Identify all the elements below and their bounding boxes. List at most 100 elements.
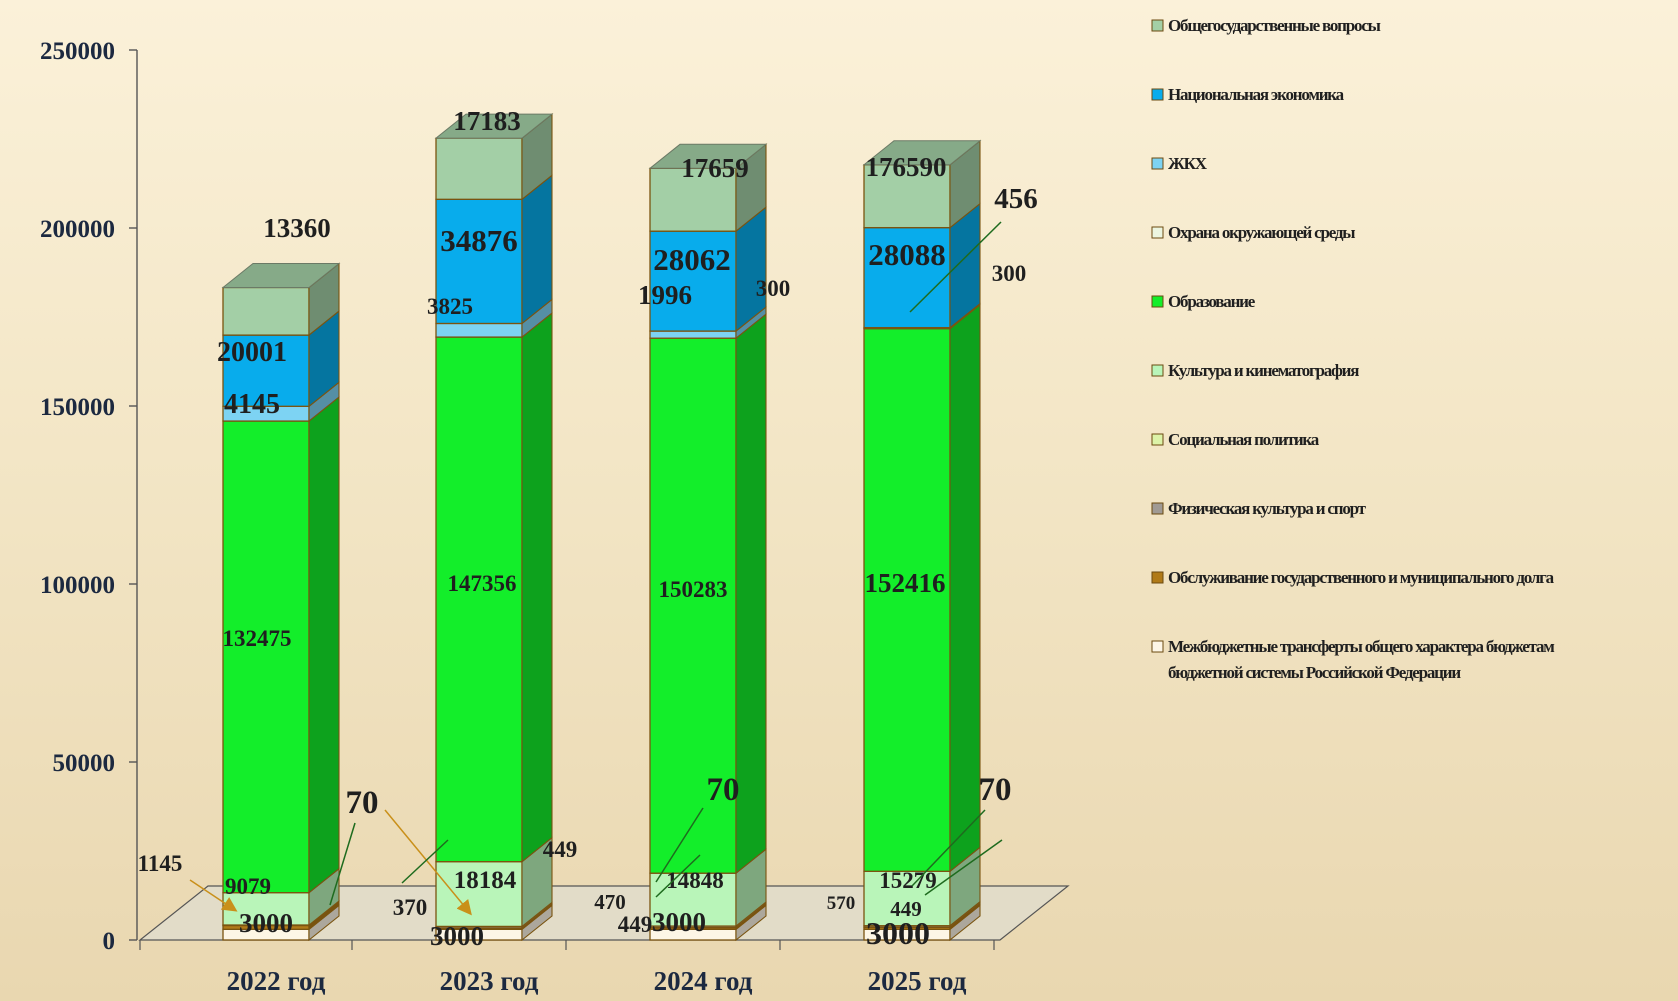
y-tick-label: 150000 [40,394,115,421]
data-label: 132475 [223,626,292,651]
legend-label: Культура и кинематография [1168,361,1359,380]
data-label: 9079 [225,874,271,899]
legend-item: Охрана окружающей среды [1151,223,1357,242]
bar-segment [435,336,523,863]
legend-swatch [1151,502,1164,515]
legend-item: Общегосударственные вопросы [1151,16,1382,35]
leader-line [655,807,704,883]
x-tick-label: 2024 год [654,966,753,996]
legend-swatch [1151,295,1164,308]
legend-swatch [1151,226,1164,239]
y-tick-label: 0 [103,928,116,955]
bar-side [308,395,340,894]
data-label: 34876 [440,223,518,258]
category-labels: 2022 год 2023 год 2024 год 2025 год [227,966,967,996]
bar-side [949,303,981,873]
legend-item: Национальная экономика [1151,85,1346,104]
y-tick-label: 200000 [40,216,115,243]
data-label: 1996 [638,280,692,310]
data-label: 17659 [681,153,749,183]
data-label: 150283 [659,577,728,602]
bar-top [648,143,768,169]
bar-top [862,140,982,166]
leader-line [911,809,986,887]
data-label: 300 [992,261,1027,286]
data-label: 70 [979,772,1012,808]
data-label: 14848 [666,868,724,893]
leader-line [189,879,238,912]
data-label: 1145 [138,851,183,876]
x-tick-label: 2025 год [868,966,967,996]
data-label: 449 [890,897,922,921]
y-tick-label: 50000 [53,750,116,777]
legend-item: Образование [1151,292,1257,311]
legend-item: Социальная политика [1151,430,1321,449]
value-axis: 0 50000 100000 150000 200000 250000 [40,38,138,955]
legend-label: Социальная политика [1168,430,1320,449]
data-label: 4145 [224,389,280,420]
legend-label: Образование [1168,292,1256,311]
bar-top [221,263,341,289]
bar-stack [862,139,982,942]
leader-line [384,809,472,916]
data-label: 456 [994,183,1038,215]
legend-label: Национальная экономика [1168,85,1345,104]
legend: Общегосударственные вопросы Национальная … [1151,16,1556,682]
data-label: 449 [618,912,653,937]
legend-item: Межбюджетные трансферты общего характера… [1151,637,1556,682]
legend-swatch [1151,571,1164,584]
bar-segment [863,870,951,927]
data-label: 300 [756,276,791,301]
data-label: 449 [543,837,578,862]
legend-label: ЖКХ [1168,154,1208,173]
bars [221,112,982,942]
bar-segment [435,137,523,200]
bar-segment [863,226,951,329]
data-label: 70 [707,772,740,808]
data-label: 176590 [866,152,947,182]
legend-item: Обслуживание государственного и муниципа… [1151,568,1556,587]
bar-segment [649,337,737,874]
legend-swatch [1151,88,1164,101]
legend-item: Культура и кинематография [1151,361,1360,380]
legend-swatch [1151,433,1164,446]
bar-stack [648,143,768,942]
data-label: 3825 [427,294,473,319]
data-label: 28062 [653,242,731,277]
bar-side [521,311,553,863]
y-tick-label: 250000 [40,38,115,65]
data-label: 18184 [454,867,517,894]
data-label: 3000 [430,921,484,951]
data-label: 3000 [652,907,706,937]
data-label: 28088 [868,237,946,272]
legend-swatch [1151,640,1164,653]
bar-segment [649,872,737,927]
bar-stack [434,112,554,942]
data-label: 15279 [879,868,937,893]
bar-side [521,174,553,325]
data-labels: 3000114570907913247541452000113360300037… [138,106,1038,951]
bar-segment [649,230,737,332]
data-label: 20001 [217,337,287,368]
data-label: 147356 [448,571,517,596]
bar-segment [863,328,951,872]
legend-label: Обслуживание государственного и муниципа… [1168,568,1555,587]
data-label: 3000 [239,908,293,938]
x-tick-label: 2023 год [440,966,539,996]
data-label: 3000 [866,915,930,951]
bar-segment [222,420,310,894]
legend-swatch [1151,364,1164,377]
y-tick-label: 100000 [40,572,115,599]
leader-line [329,822,356,906]
legend-label: Физическая культура и спорт [1168,499,1367,518]
x-tick-label: 2022 год [227,966,326,996]
leader-line [924,839,1003,896]
bar-top [434,113,554,139]
legend-label: Межбюджетные трансферты общего характера… [1168,637,1555,682]
data-label: 17183 [453,106,521,136]
leader-line [401,839,449,884]
legend-item: Физическая культура и спорт [1151,499,1368,518]
data-label: 470 [594,890,626,914]
leader-line [909,221,1002,313]
bar-stack [221,262,341,942]
